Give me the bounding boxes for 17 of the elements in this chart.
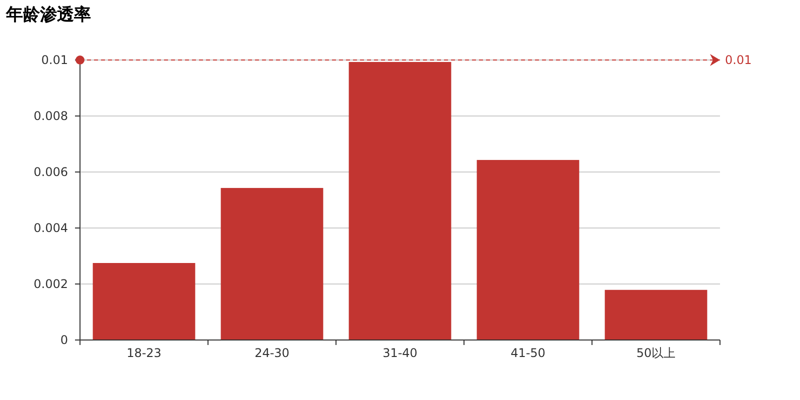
bar [476,160,580,340]
y-tick-label: 0.006 [34,165,68,179]
bar [92,263,196,340]
x-tick-label: 18-23 [126,346,162,360]
x-tick-label: 24-30 [254,346,290,360]
bar [220,188,324,340]
y-tick-label: 0.004 [34,221,68,235]
bar [604,290,708,340]
x-tick-label: 41-50 [510,346,546,360]
x-tick-label: 50以上 [636,346,676,360]
x-tick-label: 31-40 [382,346,418,360]
chart-title: 年龄渗透率 [5,5,91,25]
y-tick-label: 0 [60,333,68,347]
ref-line-label: 0.01 [725,53,752,67]
y-tick-label: 0.01 [41,53,68,67]
y-tick-label: 0.008 [34,109,68,123]
y-tick-label: 0.002 [34,277,68,291]
